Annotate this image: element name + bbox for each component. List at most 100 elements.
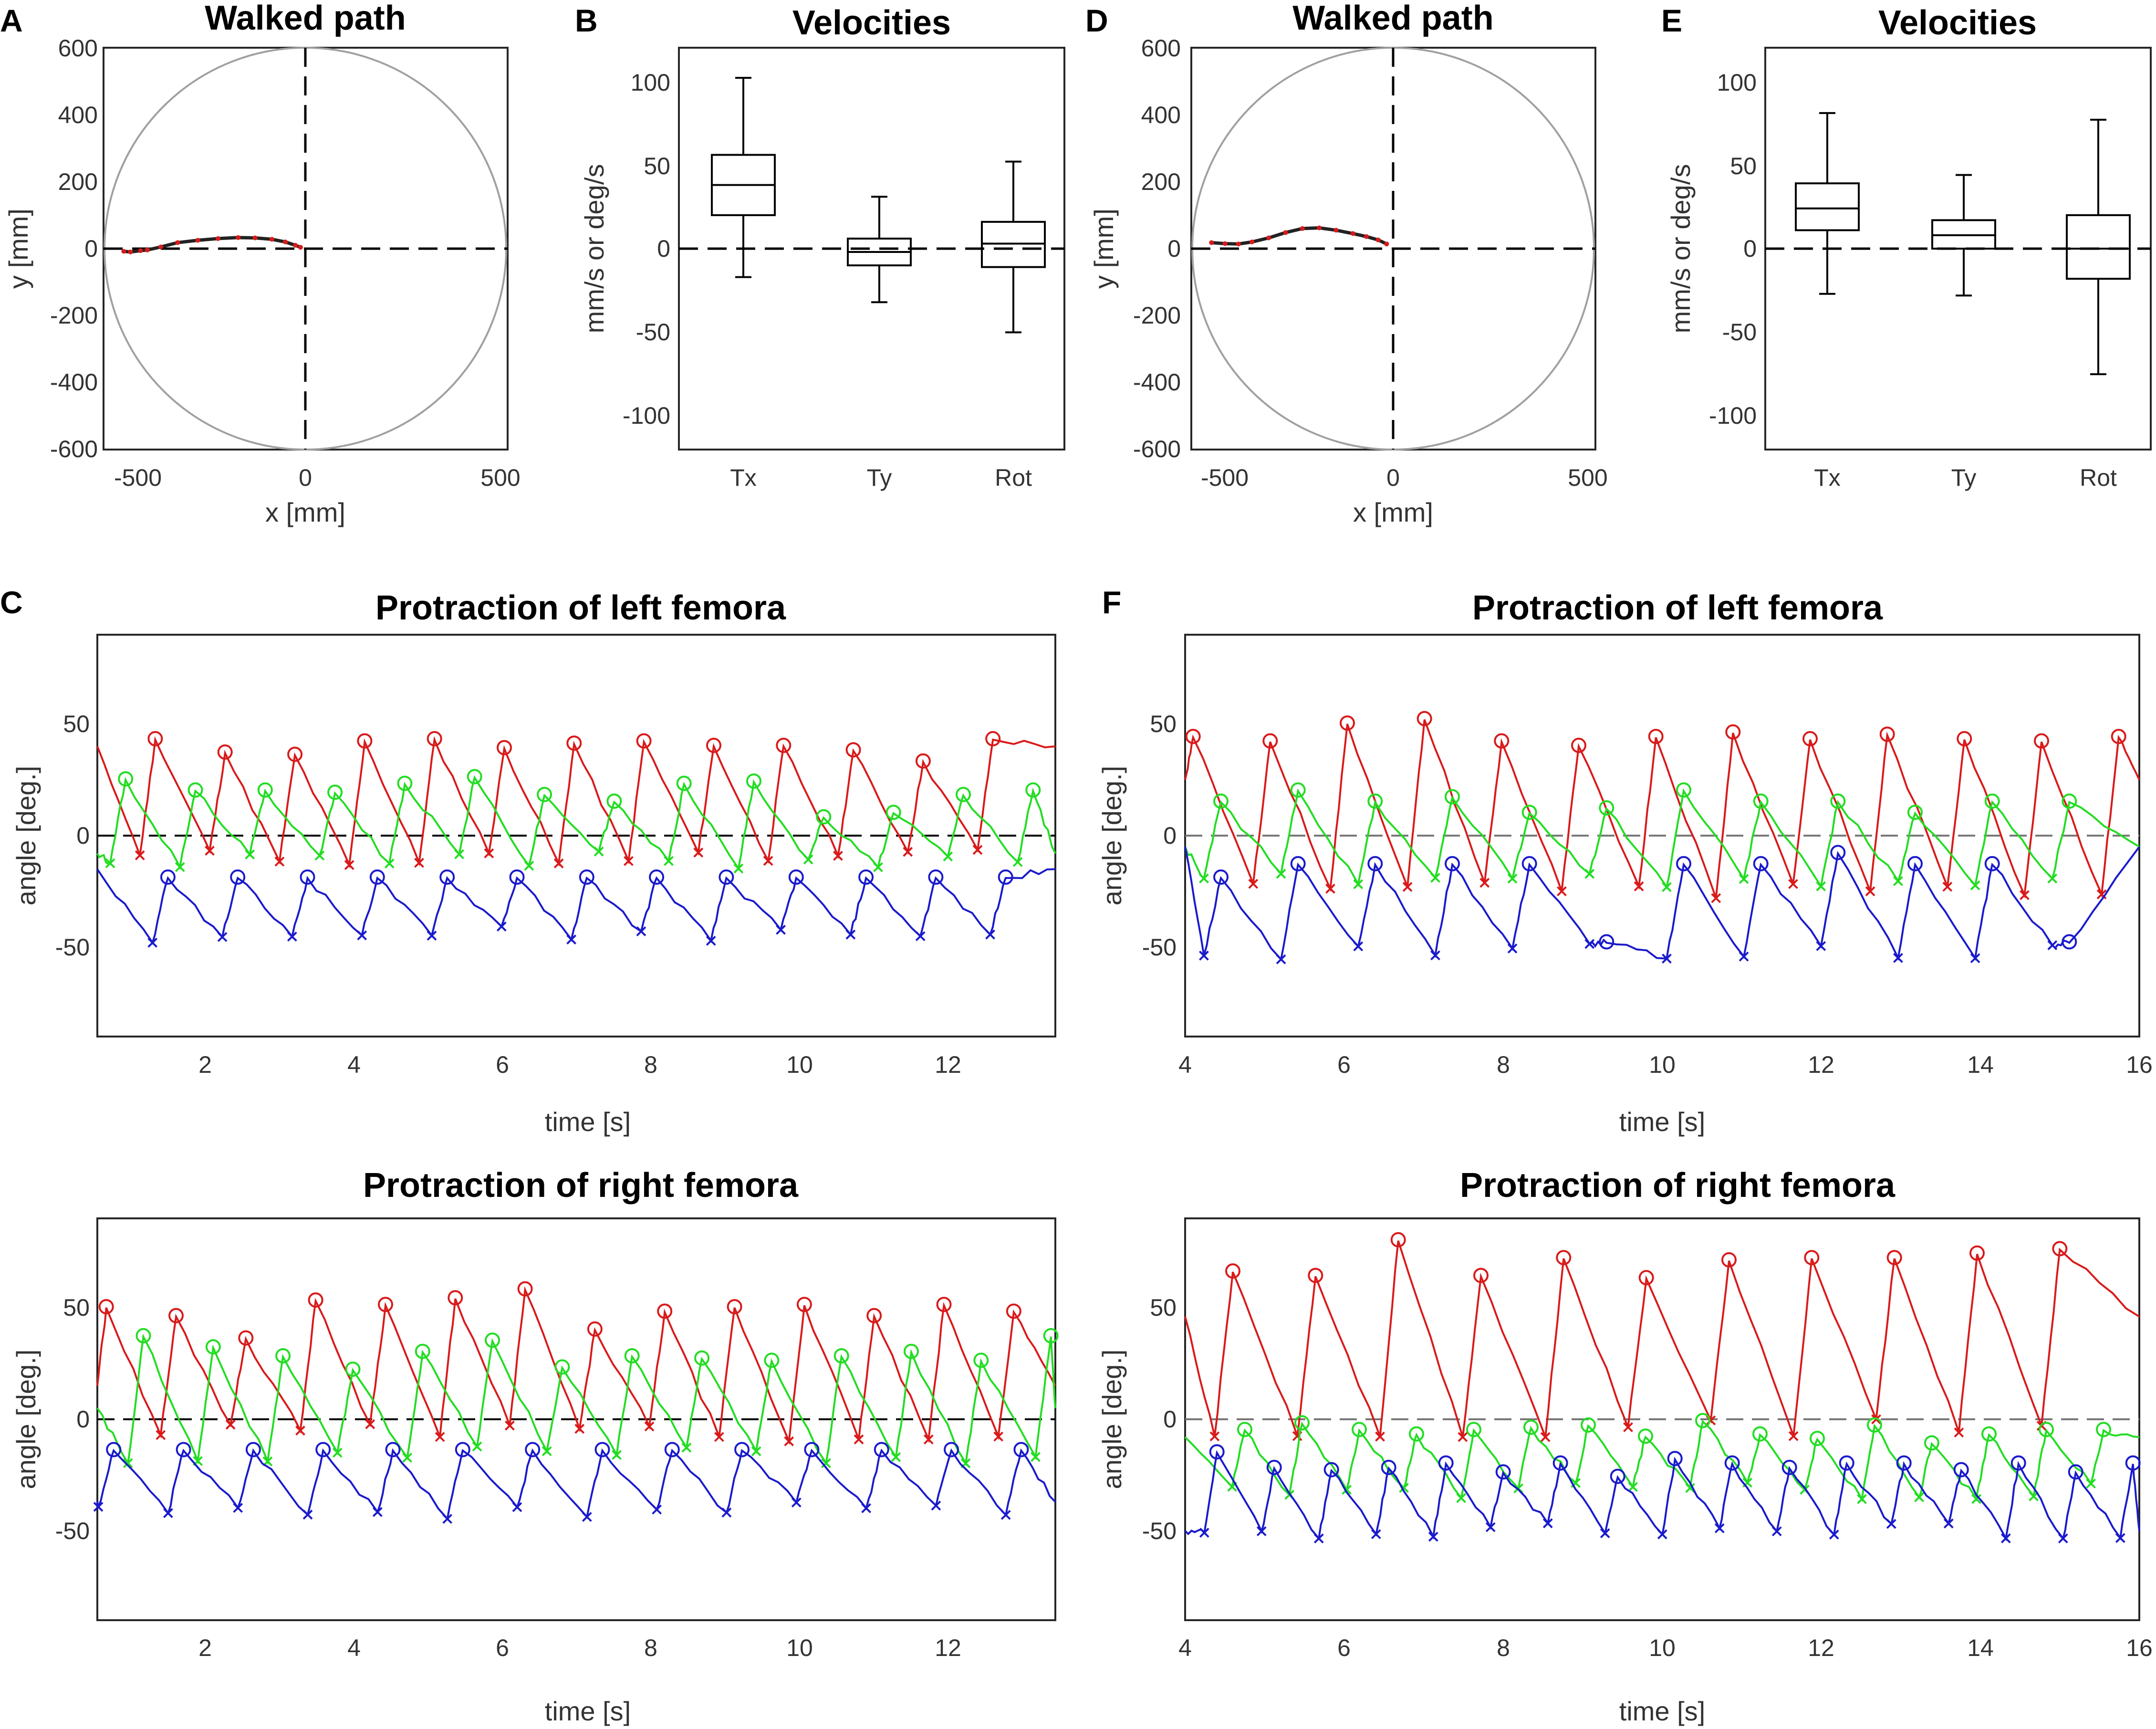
panel-f2-middle-peak-marker — [1810, 1431, 1825, 1446]
panel-f1-hind-trough-marker — [1662, 954, 1672, 964]
panel-d-ytick-400: 400 — [1141, 102, 1181, 128]
panel-c-left-femora: Protraction of left femora 50 0 -50 2 4 … — [11, 589, 1056, 1137]
panel-f2-middle-peak-marker — [1924, 1435, 1939, 1451]
panel-a-path-point — [138, 248, 143, 253]
panel-f2-middle-trough-marker — [1857, 1494, 1867, 1504]
panel-e-ytick-50: 50 — [1730, 153, 1757, 179]
panel-c1-front-trough-marker — [972, 845, 983, 855]
panel-f1-hind-peak-marker — [1521, 856, 1537, 871]
panel-d-path-point — [1250, 240, 1255, 244]
panel-f1-front-trough-marker — [1402, 882, 1413, 892]
panel-f2-hind-peak-marker — [2068, 1464, 2083, 1480]
panel-f2-hind-trough-marker — [1485, 1522, 1496, 1532]
panel-c2-front-peak-marker — [796, 1297, 812, 1312]
panel-f2-xtick-16: 16 — [2126, 1635, 2153, 1661]
panel-c2-middle-trough-marker — [891, 1452, 901, 1462]
panel-c1-hind-peak-marker — [230, 869, 246, 885]
panel-a-path-point — [216, 236, 220, 241]
panel-a-path-point — [195, 238, 200, 243]
panel-c2-hind-peak-marker — [734, 1442, 750, 1457]
panel-f2-front-peak-marker — [1556, 1250, 1572, 1266]
panel-c2-middle-peak-marker — [694, 1350, 710, 1366]
panel-c1-hind-trough-marker — [217, 932, 228, 942]
panel-label-f: F — [1102, 585, 1121, 620]
panel-c2-hind-peak-marker — [525, 1442, 541, 1457]
panel-c2-middle-peak-marker — [973, 1352, 989, 1368]
panel-c1-front-peak-marker — [217, 744, 233, 760]
panel-f1-middle-trough-marker — [2047, 873, 2058, 884]
panel-c1-xtick-12: 12 — [935, 1051, 961, 1078]
panel-c2-front-peak-marker — [936, 1297, 952, 1312]
panel-c2-hind-trough-marker — [442, 1514, 453, 1524]
panel-a-xlabel: x [mm] — [265, 497, 345, 527]
panel-f1-middle-trough-marker — [1276, 869, 1286, 879]
panel-c1-hind-trough-marker — [566, 934, 577, 945]
panel-c2-hind-trough-marker — [861, 1503, 871, 1513]
panel-f1-front-trough-marker — [1788, 879, 1798, 889]
panel-d-path-point — [1236, 241, 1241, 247]
panel-f2-xtick-8: 8 — [1497, 1635, 1510, 1661]
panel-c1-hind-peak-marker — [928, 869, 944, 885]
panel-c1-middle-peak-marker — [676, 775, 692, 791]
panel-f2-middle-peak-marker — [1409, 1426, 1424, 1442]
panel-f2-ytick-0: 0 — [1163, 1406, 1177, 1433]
panel-f1-middle-trough-marker — [1353, 879, 1364, 890]
panel-f1-middle-peak-marker — [1676, 782, 1691, 798]
panel-b-title: Velocities — [792, 4, 951, 42]
panel-a-path-point — [298, 245, 303, 250]
panel-c2-front-peak-marker — [448, 1290, 463, 1306]
panel-a-ytick-200: 200 — [58, 168, 98, 195]
panel-c1-front-peak-marker — [287, 746, 303, 762]
panel-a-path-point — [283, 240, 288, 244]
panel-a-ytick-600: 600 — [58, 35, 98, 62]
panel-f1-middle-trough-marker — [1584, 869, 1595, 879]
panel-e-ytick-minus50: -50 — [1722, 319, 1757, 346]
panel-f1-xtick-4: 4 — [1178, 1051, 1192, 1078]
panel-f1-hind-peak-marker — [1830, 845, 1846, 860]
panel-f2-front-trough-marker — [1954, 1427, 1964, 1438]
panel-f1-ytick-minus50: -50 — [1142, 934, 1177, 961]
panel-c2-middle-peak-marker — [1043, 1328, 1059, 1343]
panel-c1-front-peak-marker — [147, 731, 163, 746]
panel-d-title: Walked path — [1292, 0, 1493, 37]
panel-f1-hind-trough-marker — [1507, 943, 1518, 954]
panel-f1-hind-peak-marker — [1367, 856, 1383, 871]
panel-c2-front-trough-marker — [854, 1434, 864, 1445]
panel-f1-hind-peak-marker — [1676, 856, 1691, 871]
panel-e: Velocities 100 50 0 -50 -100 Tx Ty Rot m… — [1666, 4, 2152, 491]
panel-f1-front-peak-marker — [1185, 729, 1201, 744]
panel-f2-middle-peak-marker — [1237, 1422, 1252, 1437]
panel-f1-hind-peak-marker — [1290, 856, 1306, 871]
panel-f2-hind-trough-marker — [1771, 1526, 1782, 1537]
panel-a-path-markers — [121, 235, 303, 254]
panel-c1-ylabel: angle [deg.] — [11, 766, 41, 906]
panel-f2-hind-trough-marker — [1313, 1533, 1324, 1544]
panel-f1-series — [1184, 711, 2140, 964]
panel-c1-middle-trough-marker — [594, 846, 604, 857]
panel-c2-front-peak-marker — [308, 1292, 323, 1308]
panel-f2-middle-peak-marker — [1981, 1426, 1997, 1442]
panel-c1-front-trough-marker — [414, 858, 424, 868]
panel-f1-front-peak-marker — [1802, 731, 1818, 746]
panel-a-path-point — [236, 235, 241, 240]
panel-c2-middle-peak-marker — [624, 1348, 640, 1363]
panel-c2-xtick-4: 4 — [347, 1635, 361, 1661]
panel-c1-front-trough-marker — [553, 858, 564, 869]
panel-f2-middle-trough-marker — [1628, 1482, 1638, 1492]
panel-f1-hind-trough-marker — [2047, 940, 2058, 951]
panel-f2-hind-trough-marker — [1542, 1518, 1553, 1529]
panel-f2-hind-peak-marker — [2125, 1455, 2141, 1471]
panel-f2-middle-peak-marker — [1466, 1422, 1481, 1437]
panel-c2-middle-trough-marker — [123, 1458, 133, 1468]
panel-f2-hind-trough-marker — [2115, 1533, 2125, 1543]
panel-f1-middle-peak-marker — [1907, 805, 1923, 820]
panel-f1-front-peak-marker — [1571, 737, 1586, 753]
panel-f1-front-trough-marker — [1634, 881, 1644, 891]
panel-c1-hind-trough-marker — [636, 926, 646, 936]
panel-f2-hind-peak-marker — [1381, 1459, 1396, 1475]
panel-d-path-point — [1300, 226, 1305, 231]
panel-c1-xtick-2: 2 — [198, 1051, 212, 1078]
panel-f1-front-peak-marker — [1340, 715, 1355, 731]
panel-f1-front-trough-marker — [1479, 878, 1490, 888]
panel-c1-front-peak-marker — [427, 731, 442, 746]
